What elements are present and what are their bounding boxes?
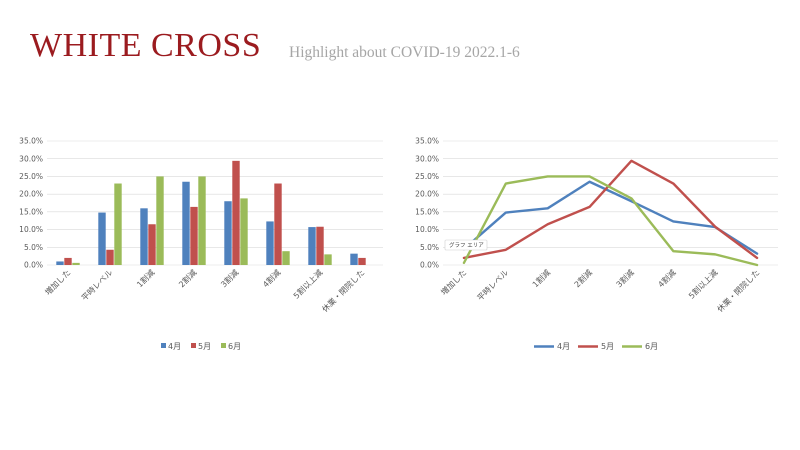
bar-chart-x-tick-label: 1割減 (134, 267, 156, 289)
line-series-2 (462, 159, 759, 260)
line-chart-y-tick-label: 20.0% (415, 190, 439, 199)
bar-1 (224, 201, 232, 265)
bar-chart-y-tick-label: 20.0% (19, 190, 43, 199)
page-subtitle: Highlight about COVID-19 2022.1-6 (289, 44, 520, 61)
line-chart-x-tick-label: 平時レベル (476, 268, 511, 303)
line-chart-x-tick-label: 1割減 (530, 267, 552, 289)
bar-chart-x-tick-label: 2割減 (176, 267, 198, 289)
line-chart-x-tick-label: 増加した (439, 267, 469, 297)
bar-1 (266, 221, 274, 265)
tooltip-text: グラフ エリア (449, 241, 484, 249)
bar-chart-legend-swatch (191, 343, 196, 348)
bar-chart-y-tick-label: 25.0% (19, 172, 43, 181)
bar-chart-legend-swatch (221, 343, 226, 348)
bar-chart-x-tick-label: 4割減 (260, 267, 282, 289)
page-title: WHITE CROSS (30, 27, 262, 64)
line-chart-y-tick-label: 0.0% (420, 261, 439, 270)
bar-chart-legend-label: 5月 (198, 342, 211, 351)
bar-1 (182, 181, 190, 265)
bar-2 (232, 160, 240, 265)
bar-1 (98, 212, 106, 265)
bar-chart-x-tick-label: 休業・閉院した (320, 267, 367, 314)
bar-2 (190, 206, 198, 265)
bar-chart-legend-label: 4月 (168, 342, 181, 351)
line-chart-y-tick-label: 5.0% (420, 243, 439, 252)
bar-chart-x-tick-label: 5割以上減 (291, 267, 324, 300)
bar-2 (274, 183, 282, 265)
bar-chart-y-tick-label: 0.0% (24, 261, 43, 270)
line-chart-y-tick-label: 10.0% (415, 225, 439, 234)
line-chart-x-tick-label: 4割減 (656, 267, 678, 289)
bar-chart-x-tick-label: 増加した (43, 267, 73, 297)
bar-2 (106, 249, 114, 265)
bar-3 (72, 262, 80, 265)
line-chart-legend-label: 5月 (601, 342, 614, 351)
line-series-1 (462, 180, 759, 255)
bar-3 (114, 183, 122, 265)
bar-2 (358, 257, 366, 265)
tooltip-box (444, 239, 488, 251)
line-chart-x-tick-label: 休業・閉院した (715, 267, 762, 314)
line-chart-x-tick-label: 3割減 (614, 267, 636, 289)
bar-2 (316, 226, 324, 265)
bar-3 (240, 198, 248, 265)
line-chart-y-tick-label: 35.0% (415, 137, 439, 146)
bar-1 (140, 208, 148, 265)
bar-3 (198, 176, 206, 265)
line-chart-y-tick-label: 15.0% (415, 207, 439, 216)
bar-chart: 0.0% 5.0% 10.0% 15.0% 20.0% 25.0% 30.0% 35.0% 増加… (19, 137, 383, 351)
bar-1 (308, 227, 316, 265)
bar-chart-y-tick-label: 10.0% (19, 225, 43, 234)
bar-chart-legend-label: 6月 (228, 342, 241, 351)
bar-chart-y-tick-label: 35.0% (19, 137, 43, 146)
bar-chart-y-tick-label: 30.0% (19, 154, 43, 163)
line-chart-y-tick-label: 30.0% (415, 154, 439, 163)
bar-chart-y-tick-label: 5.0% (24, 243, 43, 252)
bar-3 (282, 251, 290, 265)
line-chart-legend-label: 4月 (557, 342, 570, 351)
line-chart-x-tick-label: 5割以上減 (686, 267, 719, 300)
bar-3 (324, 254, 332, 265)
bar-1 (350, 253, 358, 265)
bar-chart-legend-swatch (161, 343, 166, 348)
line-chart-y-tick-label: 25.0% (415, 172, 439, 181)
bar-chart-x-tick-label: 平時レベル (80, 268, 115, 303)
bar-chart-x-tick-label: 3割減 (218, 267, 240, 289)
bar-2 (148, 224, 156, 265)
bar-3 (156, 176, 164, 265)
bar-2 (64, 257, 72, 265)
bar-chart-y-tick-label: 15.0% (19, 207, 43, 216)
line-chart-legend-label: 6月 (645, 342, 658, 351)
chart-area-tooltip: グラフ エリア (444, 239, 488, 251)
line-chart-x-tick-label: 2割減 (572, 267, 594, 289)
line-series-3 (462, 175, 759, 267)
bar-1 (56, 261, 64, 265)
